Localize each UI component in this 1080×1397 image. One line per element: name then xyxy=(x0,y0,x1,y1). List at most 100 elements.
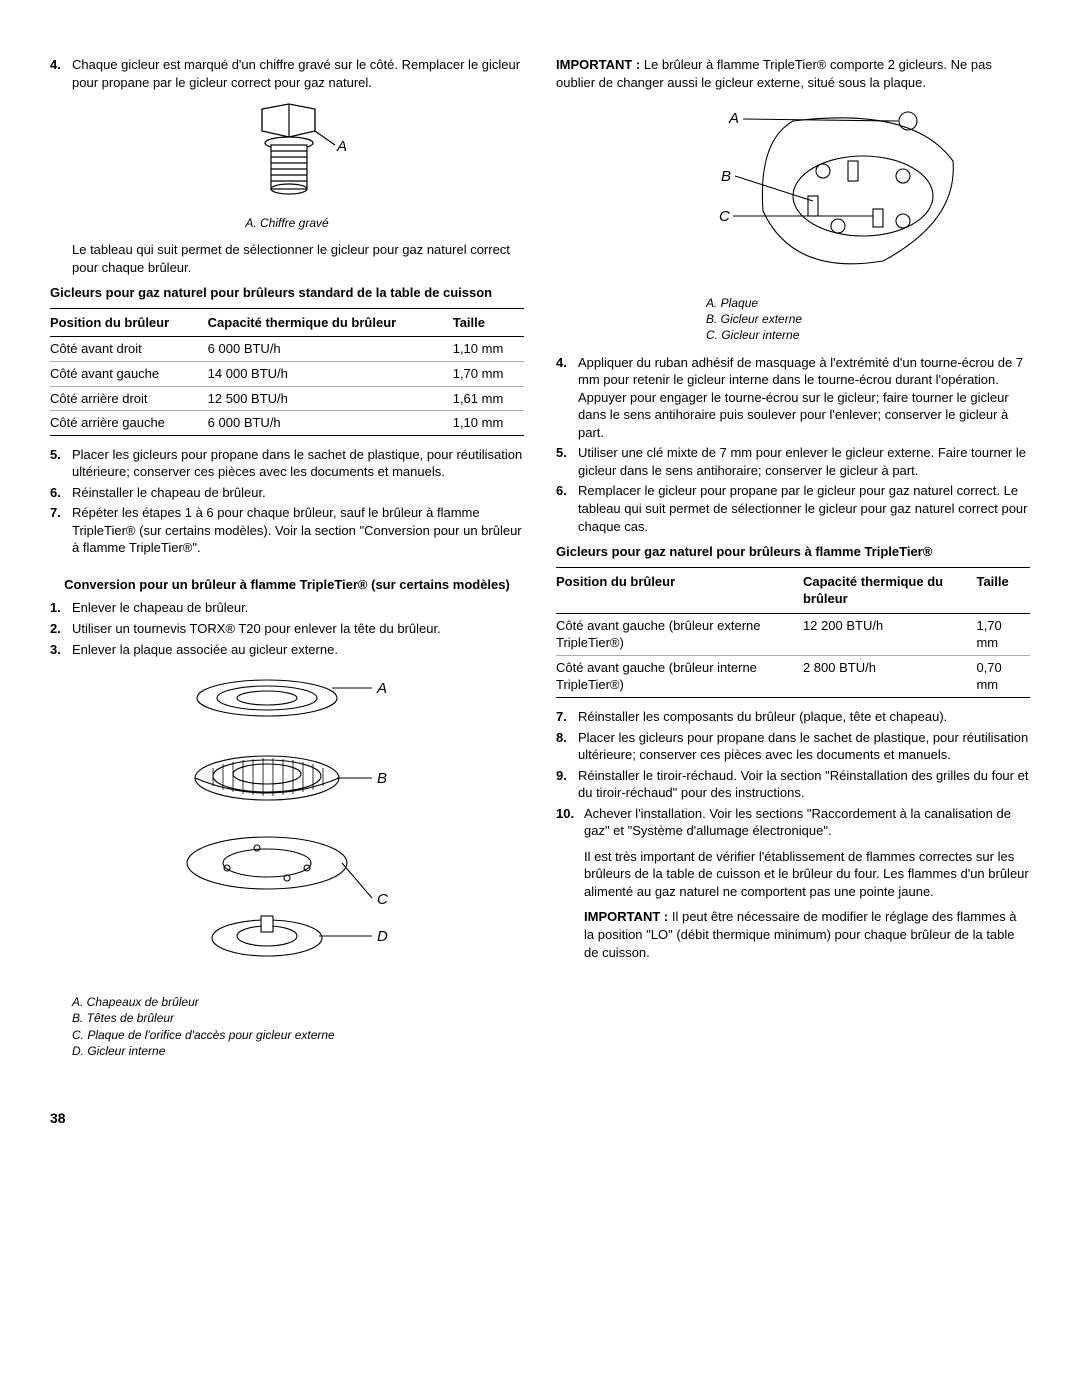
important-label: IMPORTANT : xyxy=(556,57,640,72)
table-cell: 6 000 BTU/h xyxy=(208,411,453,436)
legend-line: C. Plaque de l'orifice d'accès pour gicl… xyxy=(72,1027,524,1043)
list-text: Remplacer le gicleur pour propane par le… xyxy=(578,482,1030,535)
left-step-4: 4. Chaque gicleur est marqué d'un chiffr… xyxy=(50,56,524,91)
table-cell: 6 000 BTU/h xyxy=(208,337,453,362)
table-row: Côté avant gauche14 000 BTU/h1,70 mm xyxy=(50,362,524,387)
list-text: Utiliser un tournevis TORX® T20 pour enl… xyxy=(72,620,524,638)
list-number: 4. xyxy=(556,354,578,442)
table-row: Côté arrière gauche6 000 BTU/h1,10 mm xyxy=(50,411,524,436)
table-cell: 14 000 BTU/h xyxy=(208,362,453,387)
table-row: Côté avant gauche (brûleur interne Tripl… xyxy=(556,655,1030,697)
table-cell: 1,70 mm xyxy=(976,613,1030,655)
table-cell: 12 200 BTU/h xyxy=(803,613,977,655)
svg-text:B: B xyxy=(721,168,731,185)
figure-caption: A. Chiffre gravé xyxy=(50,215,524,231)
step10-para2: Il est très important de vérifier l'étab… xyxy=(584,849,1029,899)
svg-text:A: A xyxy=(728,110,739,127)
col-header: Taille xyxy=(976,567,1030,613)
list-number: 1. xyxy=(50,599,72,617)
table-cell: Côté avant gauche (brûleur externe Tripl… xyxy=(556,613,803,655)
paragraph: Le tableau qui suit permet de sélectionn… xyxy=(72,241,524,276)
svg-text:C: C xyxy=(719,208,730,225)
legend-line: B. Têtes de brûleur xyxy=(72,1010,524,1026)
svg-text:D: D xyxy=(377,928,388,945)
table-tripletier-burners: Position du brûleur Capacité thermique d… xyxy=(556,567,1030,698)
figure-gicleur: A A. Chiffre gravé xyxy=(50,101,524,231)
svg-text:A: A xyxy=(336,138,347,155)
list-number: 5. xyxy=(556,444,578,479)
legend-line: A. Plaque xyxy=(706,295,1030,311)
list-text: Placer les gicleurs pour propane dans le… xyxy=(578,729,1030,764)
list-number: 8. xyxy=(556,729,578,764)
list-number: 10. xyxy=(556,805,584,961)
step10-text: Achever l'installation. Voir les section… xyxy=(584,806,1011,839)
sub-step-2: 2. Utiliser un tournevis TORX® T20 pour … xyxy=(50,620,524,638)
figure-legend: A. Plaque B. Gicleur externe C. Gicleur … xyxy=(706,295,1030,344)
list-text: Chaque gicleur est marqué d'un chiffre g… xyxy=(72,56,524,91)
table-cell: 0,70 mm xyxy=(976,655,1030,697)
legend-line: D. Gicleur interne xyxy=(72,1043,524,1059)
table-row: Côté avant droit6 000 BTU/h1,10 mm xyxy=(50,337,524,362)
table-cell: Côté avant gauche xyxy=(50,362,208,387)
table-cell: Côté avant gauche (brûleur interne Tripl… xyxy=(556,655,803,697)
right-step-6: 6. Remplacer le gicleur pour propane par… xyxy=(556,482,1030,535)
col-header: Taille xyxy=(453,308,524,337)
right-step-4: 4. Appliquer du ruban adhésif de masquag… xyxy=(556,354,1030,442)
table-standard-burners: Position du brûleur Capacité thermique d… xyxy=(50,308,524,436)
page-number: 38 xyxy=(50,1109,1030,1128)
table-cell: Côté arrière gauche xyxy=(50,411,208,436)
list-number: 6. xyxy=(50,484,72,502)
important-label: IMPORTANT : xyxy=(584,909,668,924)
right-step-8: 8. Placer les gicleurs pour propane dans… xyxy=(556,729,1030,764)
list-number: 3. xyxy=(50,641,72,659)
svg-text:A: A xyxy=(376,680,387,697)
legend-line: B. Gicleur externe xyxy=(706,311,1030,327)
table-cell: 2 800 BTU/h xyxy=(803,655,977,697)
left-step-6: 6. Réinstaller le chapeau de brûleur. xyxy=(50,484,524,502)
list-text: Achever l'installation. Voir les section… xyxy=(584,805,1030,961)
right-step-7: 7. Réinstaller les composants du brûleur… xyxy=(556,708,1030,726)
subsection-heading: Conversion pour un brûleur à flamme Trip… xyxy=(50,576,524,594)
list-number: 7. xyxy=(50,504,72,557)
table-row: Côté arrière droit12 500 BTU/h1,61 mm xyxy=(50,386,524,411)
list-number: 4. xyxy=(50,56,72,91)
list-number: 7. xyxy=(556,708,578,726)
figure-exploded-burner: A B C D xyxy=(50,668,524,988)
list-text: Enlever le chapeau de brûleur. xyxy=(72,599,524,617)
list-text: Réinstaller le tiroir-réchaud. Voir la s… xyxy=(578,767,1030,802)
table-cell: 1,70 mm xyxy=(453,362,524,387)
exploded-burner-icon: A B C D xyxy=(137,668,437,988)
sub-step-1: 1. Enlever le chapeau de brûleur. xyxy=(50,599,524,617)
right-step-9: 9. Réinstaller le tiroir-réchaud. Voir l… xyxy=(556,767,1030,802)
table-title: Gicleurs pour gaz naturel pour brûleurs … xyxy=(50,284,524,302)
left-step-7: 7. Répéter les étapes 1 à 6 pour chaque … xyxy=(50,504,524,557)
list-text: Réinstaller le chapeau de brûleur. xyxy=(72,484,524,502)
important-note: IMPORTANT : Le brûleur à flamme TripleTi… xyxy=(556,56,1030,91)
table-cell: Côté arrière droit xyxy=(50,386,208,411)
list-number: 6. xyxy=(556,482,578,535)
table-cell: 1,10 mm xyxy=(453,337,524,362)
list-text: Appliquer du ruban adhésif de masquage à… xyxy=(578,354,1030,442)
list-text: Utiliser une clé mixte de 7 mm pour enle… xyxy=(578,444,1030,479)
svg-text:B: B xyxy=(377,770,387,787)
col-header: Position du brûleur xyxy=(556,567,803,613)
legend-line: A. Chapeaux de brûleur xyxy=(72,994,524,1010)
list-text: Réinstaller les composants du brûleur (p… xyxy=(578,708,1030,726)
col-header: Position du brûleur xyxy=(50,308,208,337)
table-row: Côté avant gauche (brûleur externe Tripl… xyxy=(556,613,1030,655)
right-column: IMPORTANT : Le brûleur à flamme TripleTi… xyxy=(556,56,1030,1069)
list-text: Placer les gicleurs pour propane dans le… xyxy=(72,446,524,481)
left-column: 4. Chaque gicleur est marqué d'un chiffr… xyxy=(50,56,524,1069)
table-title: Gicleurs pour gaz naturel pour brûleurs … xyxy=(556,543,1030,561)
right-step-5: 5. Utiliser une clé mixte de 7 mm pour e… xyxy=(556,444,1030,479)
table-cell: 1,10 mm xyxy=(453,411,524,436)
col-header: Capacité thermique du brûleur xyxy=(208,308,453,337)
table-cell: Côté avant droit xyxy=(50,337,208,362)
important-note-2: IMPORTANT : Il peut être nécessaire de m… xyxy=(584,909,1017,959)
gicleur-icon: A xyxy=(217,101,357,211)
figure-legend: A. Chapeaux de brûleur B. Têtes de brûle… xyxy=(72,994,524,1059)
list-number: 2. xyxy=(50,620,72,638)
figure-plaque: A B C A. Plaque B. Gicleur externe C. Gi… xyxy=(556,101,1030,344)
list-number: 9. xyxy=(556,767,578,802)
plaque-icon: A B C xyxy=(673,101,973,291)
